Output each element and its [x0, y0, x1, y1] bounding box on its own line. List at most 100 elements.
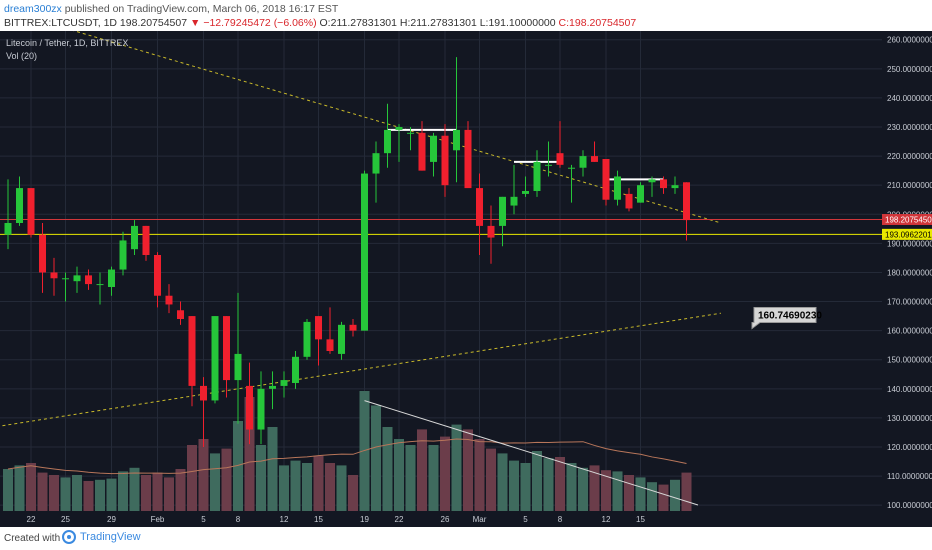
candle-body	[430, 135, 437, 162]
candle-body	[62, 278, 69, 280]
price-tag-label: 198.20754507	[885, 215, 932, 224]
price-axis[interactable]: 100.00000000 110.00000000 120.00000000 130.…	[882, 31, 932, 511]
volume-bar	[612, 471, 623, 511]
candle-body	[545, 164, 552, 166]
callout-label: 160.74690230	[758, 310, 822, 321]
volume-bar	[267, 427, 278, 511]
candle-body	[269, 385, 276, 389]
change-value: −12.79245472 (−6.06%)	[203, 17, 317, 29]
volume-bar	[164, 477, 174, 511]
candle-body	[499, 196, 506, 226]
candle-body	[384, 129, 391, 154]
candle-body	[223, 316, 230, 381]
price-tag-box	[882, 228, 932, 240]
volume-bar	[428, 445, 439, 511]
candle-body	[349, 324, 357, 331]
price-chart[interactable]: 160.74690230 100.00000000 110.00000000 120…	[0, 31, 932, 527]
candle-body	[660, 179, 667, 189]
author-link[interactable]: dream300zx	[4, 3, 62, 15]
indicator-label: Vol (20)	[6, 51, 37, 61]
price-tick-label: 120.00000000	[887, 443, 932, 452]
candle-body	[50, 272, 58, 279]
candle-body	[165, 295, 173, 305]
candle-body	[292, 356, 299, 383]
volume-bar	[681, 472, 692, 511]
volume-bar	[635, 477, 646, 511]
volume-bar	[49, 475, 59, 511]
time-tick-label: 5	[523, 515, 528, 524]
time-axis[interactable]: 22 25 29 Feb 5 8 12 15 19 22 26 Mar 5 8 12 15	[0, 511, 932, 527]
last-price: 198.20754507	[119, 17, 188, 29]
volume-bar	[440, 436, 450, 511]
candle-body	[303, 321, 311, 357]
volume-bar	[233, 421, 243, 511]
volume-bar	[302, 463, 312, 511]
volume-bar	[290, 460, 301, 511]
volume-bar	[474, 439, 485, 511]
price-tick-label: 170.00000000	[887, 298, 932, 307]
volume-bar	[279, 465, 289, 511]
volume-bar	[371, 405, 381, 511]
volume-bar	[417, 429, 427, 511]
volume-bar	[152, 472, 163, 511]
candle-body	[568, 167, 575, 169]
price-tick-label: 240.00000000	[887, 94, 932, 103]
volume-bar	[601, 470, 611, 511]
candle-body	[119, 240, 127, 270]
candles	[4, 57, 690, 447]
volume-bar	[555, 457, 565, 511]
price-tag-label: 193.09622012	[885, 230, 932, 239]
candle-body	[441, 135, 449, 186]
candle-body	[142, 225, 150, 255]
volume-bar	[382, 427, 393, 511]
volume-bar	[95, 479, 105, 511]
candle-body	[315, 316, 322, 340]
candle-body	[614, 176, 621, 200]
volume-bar	[141, 475, 151, 511]
volume-bar	[578, 467, 588, 511]
time-tick-label: Feb	[151, 515, 165, 524]
candle-body	[326, 339, 334, 351]
candle-body	[522, 191, 529, 194]
candle-body	[637, 185, 644, 203]
candle-body	[246, 385, 253, 430]
price-tick-label: 100.00000000	[887, 501, 932, 510]
volume-bar	[60, 477, 71, 511]
symbol-label: BITTREX:LTCUSDT, 1D	[4, 17, 117, 29]
price-tick-label: 190.00000000	[887, 239, 932, 248]
candle-body	[96, 284, 104, 286]
volume-bar	[37, 472, 48, 511]
time-tick-label: 8	[558, 515, 563, 524]
volume-bar	[543, 458, 554, 511]
time-tick-label: 25	[61, 515, 70, 524]
volume-bar	[313, 455, 324, 511]
volume-bar	[187, 445, 197, 511]
high-value: H:211.27831301	[399, 17, 477, 29]
price-tick-label: 250.00000000	[887, 65, 932, 74]
tradingview-logo[interactable]: TradingView	[62, 530, 141, 544]
candle-body	[39, 234, 46, 273]
candle-body	[579, 156, 587, 168]
candle-body	[200, 385, 207, 401]
volume-bar	[463, 429, 473, 511]
candle-body	[73, 275, 81, 282]
volume-bar	[497, 453, 508, 511]
volume-bars	[3, 391, 692, 511]
volume-bar	[405, 445, 416, 511]
candle-body	[177, 310, 184, 319]
candle-body	[683, 182, 690, 221]
candle-body	[453, 129, 460, 151]
footer: Created with TradingView	[0, 527, 932, 550]
candle-body	[108, 269, 115, 287]
time-tick-label: 26	[441, 515, 450, 524]
candle-body	[280, 380, 288, 386]
volume-bar	[670, 479, 680, 511]
price-tick-label: 180.00000000	[887, 268, 932, 277]
candle-body	[487, 225, 495, 238]
time-tick-label: 22	[395, 515, 404, 524]
candle-body	[648, 179, 656, 183]
price-tick-label: 220.00000000	[887, 152, 932, 161]
volume-bar	[624, 475, 634, 511]
candle-body	[418, 132, 426, 171]
volume-bar	[394, 439, 404, 511]
